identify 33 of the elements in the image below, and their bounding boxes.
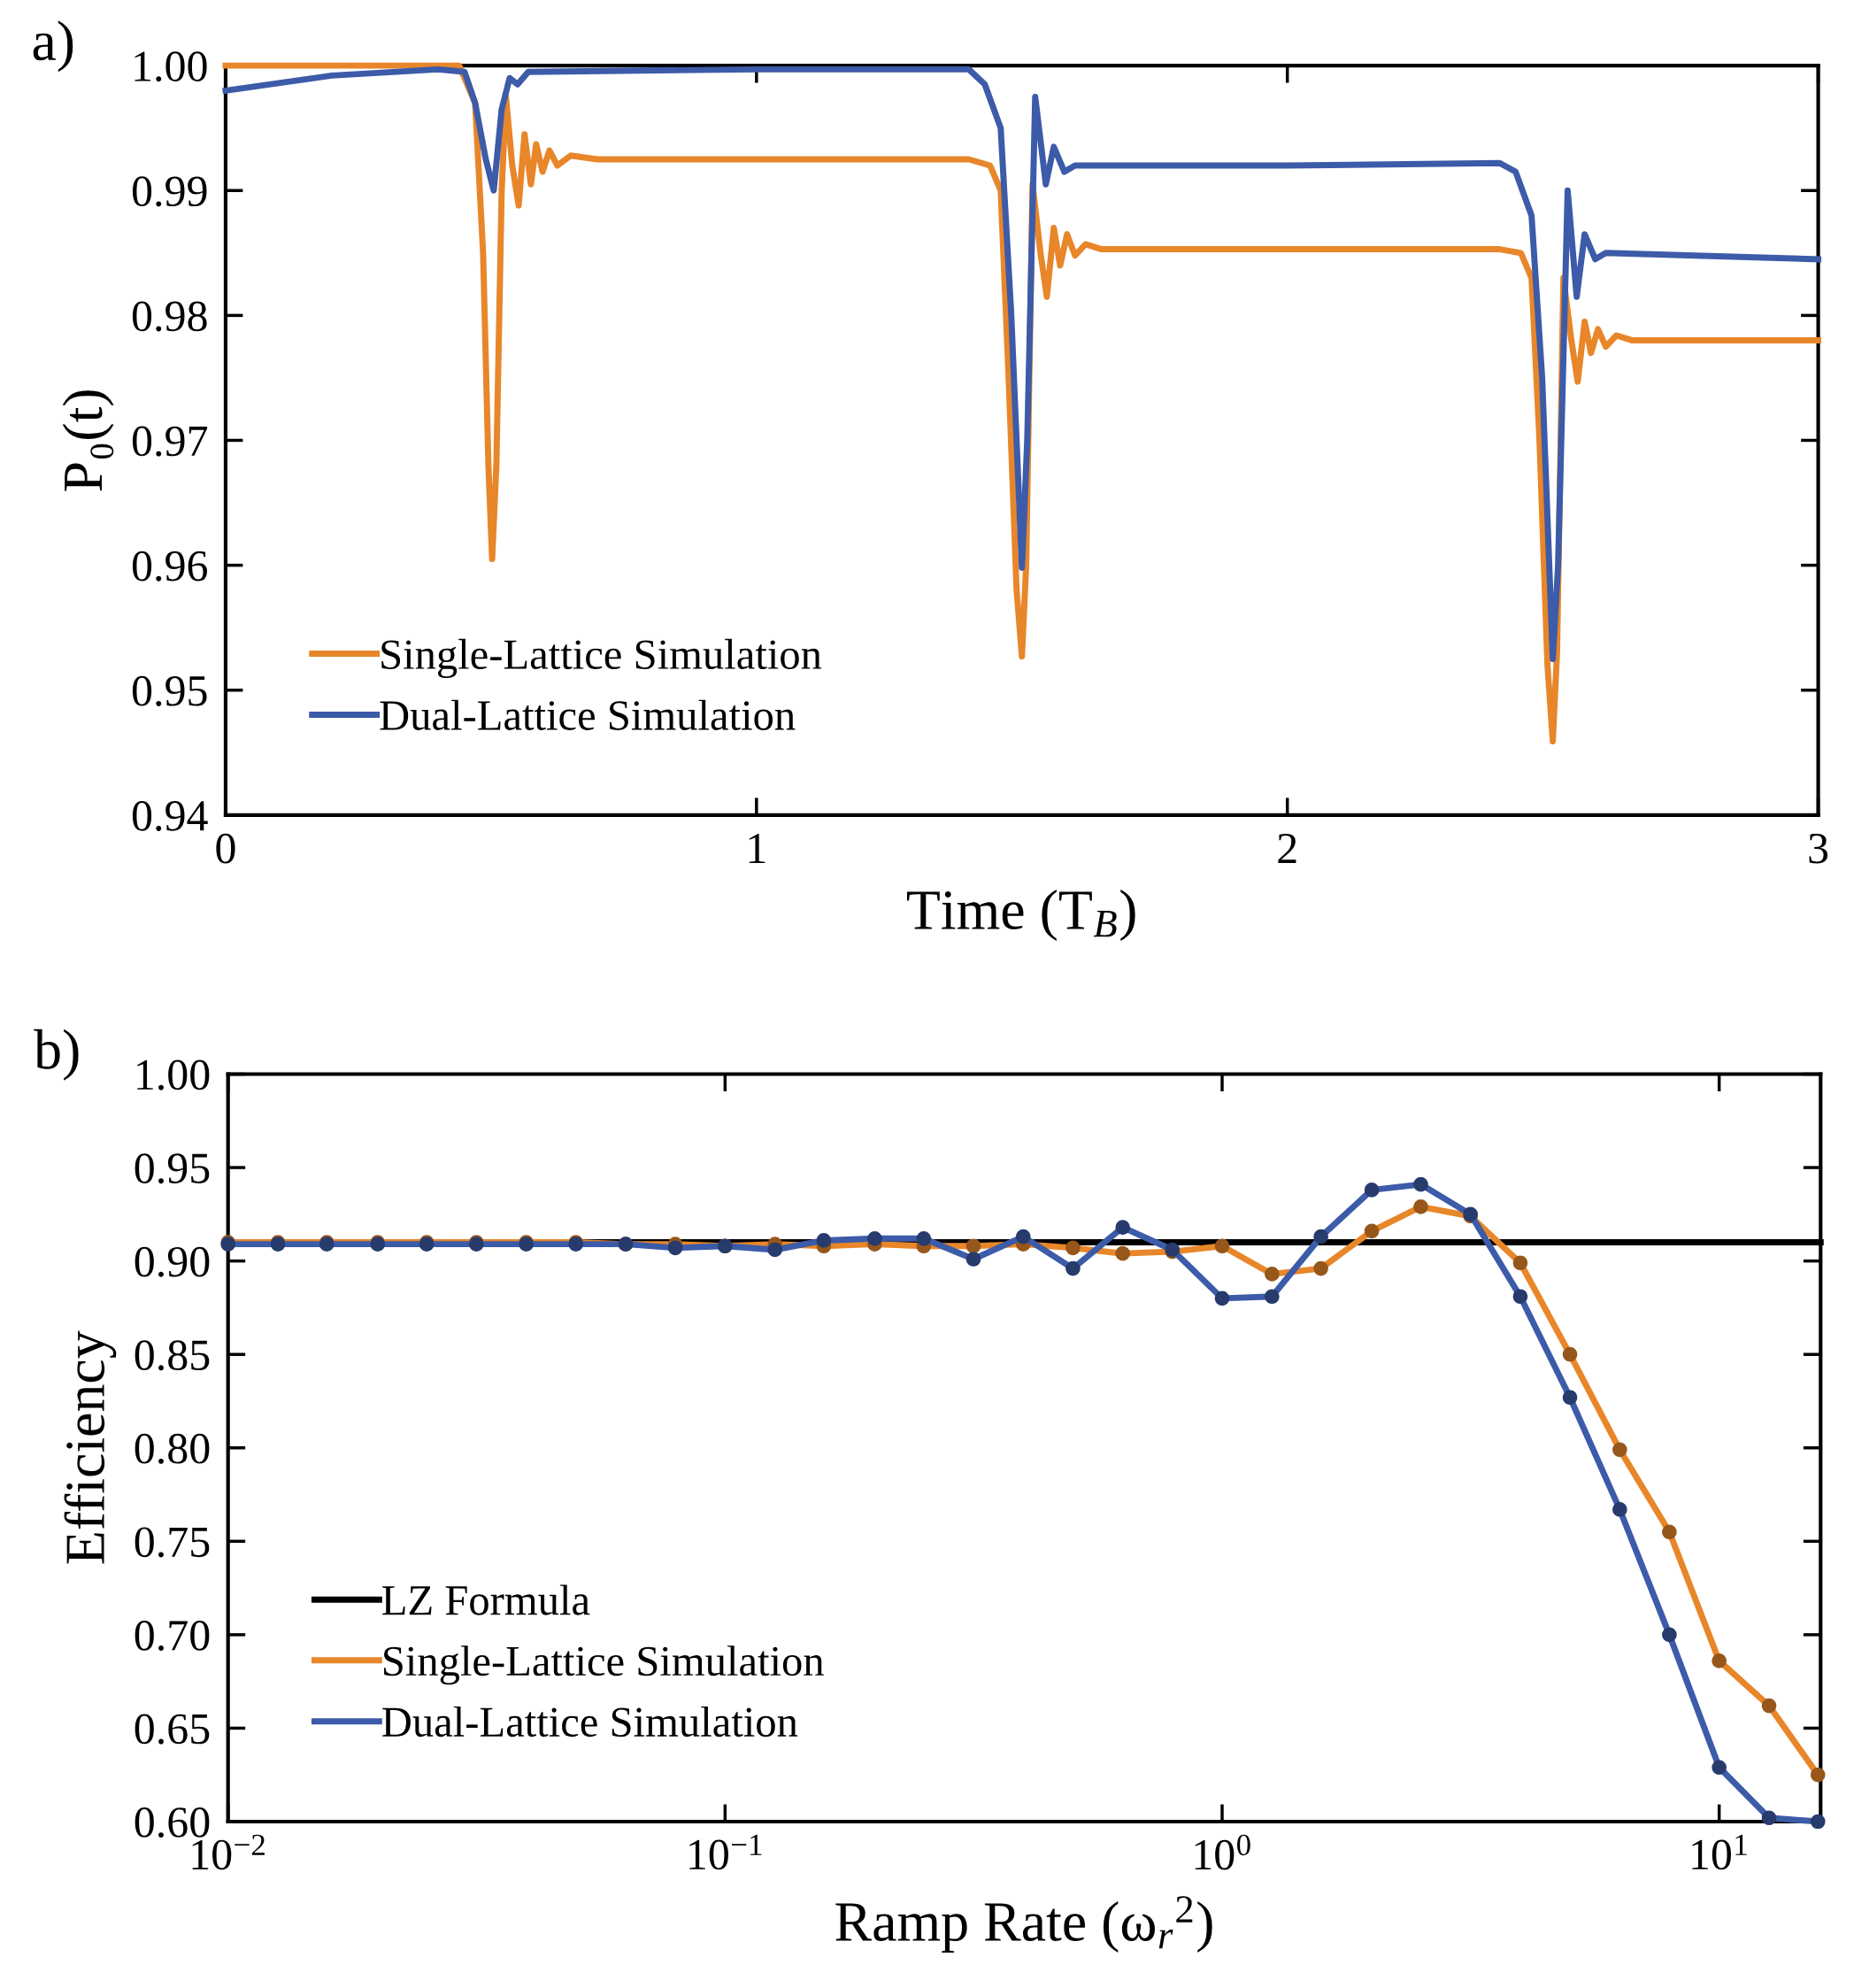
y-axis-title: P₀(t) — [62, 390, 114, 491]
x-axis-title: Ramp Rate (ω$_{r}$$^{2}$) — [835, 1896, 1212, 1953]
y-tick-label: 0.98 — [132, 301, 207, 332]
y-tick-label: 0.75 — [135, 1527, 210, 1558]
legend-label: LZ Formula — [382, 1584, 590, 1615]
y-tick-label: 0.85 — [135, 1340, 210, 1371]
y-tick-label: 0.90 — [135, 1246, 210, 1277]
legend-label: Dual-Lattice Simulation — [382, 1706, 798, 1738]
y-tick-label: 0.70 — [135, 1620, 210, 1651]
x-tick-label: 10$^{0}$ — [1195, 1834, 1250, 1870]
y-tick-label: 0.94 — [132, 800, 208, 831]
x-tick-label: 3 — [1809, 833, 1828, 864]
legend-label: Single-Lattice Simulation — [384, 1645, 824, 1685]
legend-label: Dual-Lattice Simulation — [380, 699, 796, 730]
y-tick-label: 0.65 — [135, 1714, 210, 1745]
y-tick-label: 1.00 — [135, 51, 207, 82]
y-axis-title: Efficiency — [64, 1330, 117, 1564]
y-tick-label: 0.95 — [135, 1153, 210, 1184]
x-tick-label: 2 — [1278, 833, 1296, 863]
x-axis-title: Time (T$_{B}$) — [906, 890, 1135, 942]
y-tick-label: 0.97 — [132, 426, 208, 457]
x-tick-label: 10$^{1}$ — [1692, 1834, 1747, 1870]
x-tick-label: 0 — [216, 833, 235, 864]
y-tick-label: 1.00 — [137, 1059, 210, 1090]
x-tick-label: 10$^{−1}$ — [689, 1834, 762, 1870]
y-tick-label: 0.80 — [135, 1433, 210, 1464]
legend-label: Single-Lattice Simulation — [381, 638, 822, 679]
y-tick-label: 0.95 — [132, 675, 207, 706]
x-tick-label: 1 — [749, 833, 765, 863]
y-tick-label: 0.99 — [132, 176, 207, 207]
text: b) — [34, 1029, 79, 1081]
text: a) — [33, 20, 73, 73]
y-tick-label: 0.96 — [132, 551, 208, 582]
